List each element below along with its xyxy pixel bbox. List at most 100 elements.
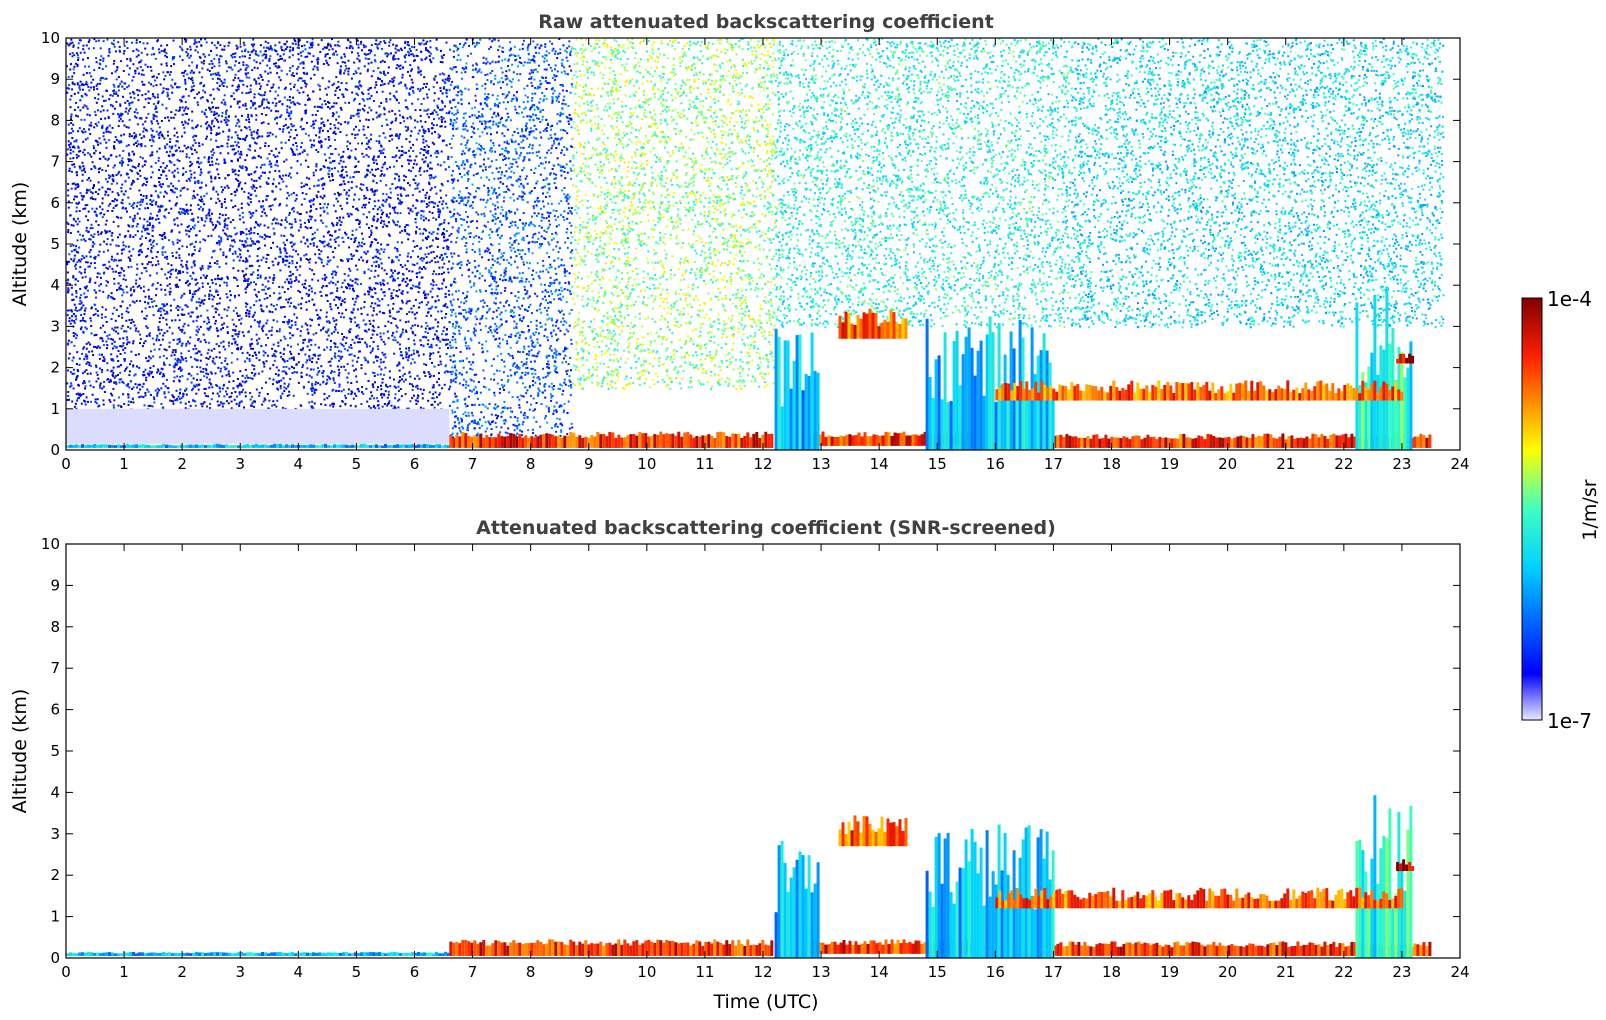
top-noise-pixel (213, 57, 216, 60)
top-noise-pixel (425, 261, 428, 264)
top-noise-pixel (140, 248, 142, 251)
top-noise-pixel (147, 405, 150, 407)
top-noise-pixel (341, 333, 344, 335)
top-noise-pixel (226, 85, 228, 88)
top-noise-pixel (387, 256, 390, 259)
top-noise-pixel (238, 125, 241, 128)
top-noise-pixel (122, 241, 125, 244)
top-noise-pixel (97, 193, 100, 195)
top-noise-pixel (129, 259, 132, 262)
top-noise-pixel (188, 289, 191, 292)
top-noise-pixel (212, 186, 215, 189)
top-noise-pixel (334, 352, 337, 355)
top-noise-pixel (299, 163, 302, 166)
top-noise-pixel (173, 163, 176, 166)
top-noise-pixel (234, 391, 237, 393)
top-noise-pixel (208, 386, 211, 389)
top-noise-pixel (401, 290, 404, 293)
top-noise-pixel (354, 156, 357, 159)
top-noise-pixel (143, 176, 146, 179)
top-noise-pixel (253, 185, 256, 188)
top-noise-pixel (384, 353, 387, 356)
top-noise-pixel (349, 212, 352, 215)
top-noise-pixel (93, 289, 96, 292)
top-noise-pixel (409, 287, 412, 290)
top-noise-pixel (222, 81, 224, 84)
top-noise-pixel (111, 338, 114, 341)
top-noise-pixel (103, 263, 106, 266)
top-noise-pixel (233, 296, 236, 299)
top-noise-pixel (68, 132, 71, 135)
top-noise-pixel (148, 370, 151, 373)
top-noise-pixel (205, 363, 208, 366)
top-noise-pixel (176, 86, 179, 89)
top-noise-pixel (187, 107, 190, 110)
top-noise-pixel (412, 332, 415, 335)
top-noise-pixel (70, 224, 73, 227)
top-noise-pixel (440, 287, 443, 290)
top-noise-pixel (85, 226, 88, 229)
top-noise-pixel (105, 65, 108, 68)
top-noise-pixel (116, 289, 118, 292)
top-noise-pixel (234, 141, 237, 143)
top-noise-pixel (80, 306, 83, 309)
top-noise-pixel (255, 82, 258, 85)
top-noise-pixel (111, 200, 114, 202)
top-noise-pixel (70, 341, 73, 344)
top-noise-pixel (425, 303, 428, 306)
top-noise-pixel (102, 399, 105, 402)
top-noise-pixel (429, 46, 432, 49)
top-noise-pixel (175, 363, 178, 366)
top-noise-pixel (234, 340, 237, 343)
top-noise-pixel (279, 269, 282, 272)
top-noise-pixel (238, 85, 240, 88)
top-noise-pixel (443, 233, 446, 236)
top-noise-pixel (195, 333, 198, 336)
top-noise-pixel (272, 227, 275, 230)
top-noise-pixel (245, 167, 248, 170)
top-noise-pixel (319, 214, 322, 217)
top-noise-pixel (179, 270, 182, 273)
top-noise-pixel (232, 371, 235, 374)
top-noise-pixel (347, 194, 350, 197)
top-noise-pixel (133, 97, 136, 100)
top-noise-pixel (355, 92, 358, 95)
top-noise-pixel (95, 213, 98, 216)
top-noise-pixel (394, 187, 397, 190)
top-noise-pixel (331, 251, 334, 253)
top-noise-pixel (372, 326, 375, 329)
top-noise-pixel (125, 40, 128, 43)
top-noise-pixel (80, 169, 83, 172)
top-noise-pixel (313, 402, 316, 405)
top-noise-pixel (424, 149, 427, 152)
top-noise-pixel (396, 256, 399, 259)
top-noise-pixel (445, 144, 448, 147)
top-noise-pixel (322, 370, 325, 372)
top-noise-pixel (352, 205, 355, 208)
top-noise-pixel (98, 353, 101, 356)
top-noise-pixel (289, 326, 292, 329)
top-noise-pixel (267, 177, 270, 180)
top-noise-pixel (298, 77, 301, 80)
top-noise-pixel (68, 87, 71, 90)
top-noise-pixel (75, 393, 78, 396)
top-noise-pixel (347, 70, 350, 73)
top-noise-pixel (293, 242, 296, 245)
top-noise-pixel (425, 151, 428, 154)
top-noise-pixel (422, 87, 424, 90)
top-noise-pixel (183, 322, 186, 325)
top-noise-pixel (362, 237, 364, 240)
top-noise-pixel (389, 212, 392, 215)
top-noise-pixel (351, 391, 354, 394)
top-noise-pixel (261, 59, 264, 62)
top-noise-pixel (186, 188, 189, 191)
top-noise-pixel (328, 102, 331, 104)
top-noise-pixel (262, 46, 265, 49)
top-noise-pixel (159, 176, 162, 179)
top-noise-pixel (200, 301, 202, 304)
top-noise-pixel (319, 139, 322, 142)
top-noise-pixel (95, 220, 98, 223)
top-noise-pixel (244, 72, 247, 75)
top-noise-pixel (406, 232, 409, 235)
top-noise-pixel (338, 228, 341, 231)
